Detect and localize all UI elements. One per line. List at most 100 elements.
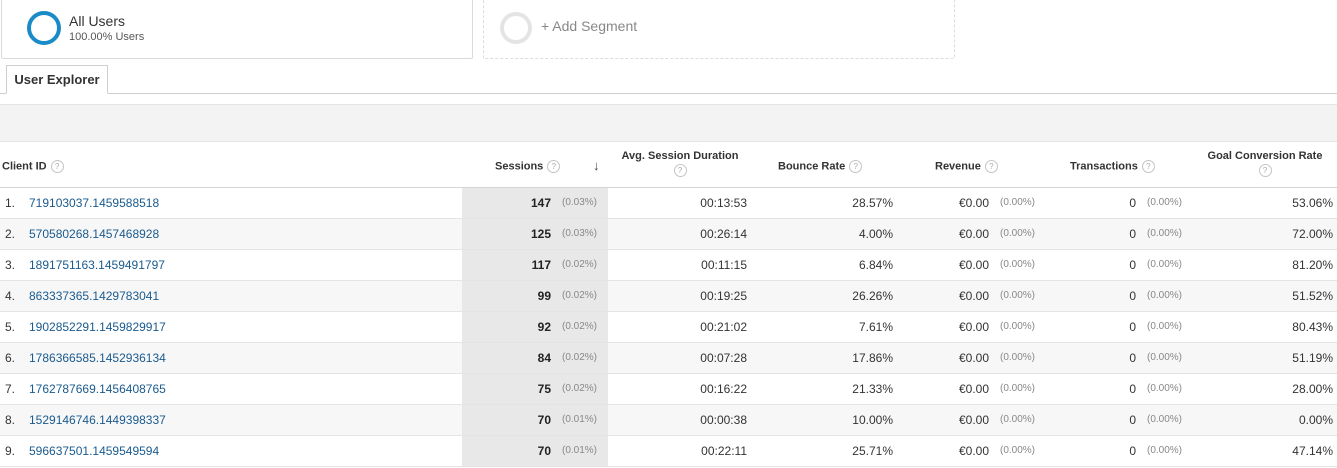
bounce-value: 28.57%: [852, 196, 893, 210]
segment-all-users[interactable]: All Users 100.00% Users: [1, 0, 473, 59]
revenue-percent: (0.00%): [1000, 197, 1036, 208]
column-transactions[interactable]: Transactions?: [1070, 160, 1155, 173]
revenue-percent: (0.00%): [1000, 352, 1036, 363]
sessions-percent: (0.01%): [562, 445, 598, 456]
sessions-percent: (0.02%): [562, 383, 598, 394]
transactions-value: 0: [1129, 413, 1136, 427]
bounce-value: 7.61%: [858, 320, 893, 334]
sessions-highlight: [462, 343, 608, 373]
client-id-link[interactable]: 596637501.1459549594: [29, 444, 160, 458]
row-number: 5.: [5, 320, 16, 334]
transactions-percent: (0.00%): [1147, 259, 1183, 270]
client-id-link[interactable]: 719103037.1459588518: [29, 196, 160, 210]
sessions-value: 117: [531, 258, 551, 272]
transactions-value: 0: [1129, 444, 1136, 458]
bounce-value: 25.71%: [852, 444, 893, 458]
table-row: 6. 1786366585.1452936134 84 (0.02%) 00:0…: [0, 343, 1337, 374]
sessions-highlight: [462, 188, 608, 218]
column-client-id[interactable]: Client ID?: [2, 160, 64, 173]
sessions-highlight: [462, 219, 608, 249]
sessions-percent: (0.03%): [562, 197, 598, 208]
add-segment-button[interactable]: + Add Segment: [483, 0, 955, 59]
transactions-value: 0: [1129, 382, 1136, 396]
revenue-percent: (0.00%): [1000, 228, 1036, 239]
table-row: 1. 719103037.1459588518 147 (0.03%) 00:1…: [0, 188, 1337, 219]
table-header: Client ID? Sessions? ↓ Avg. Session Dura…: [0, 142, 1337, 188]
sort-descending-icon[interactable]: ↓: [593, 158, 600, 173]
row-number: 3.: [5, 258, 16, 272]
column-gcr-label: Goal Conversion Rate: [1207, 150, 1323, 162]
help-icon[interactable]: ?: [849, 160, 863, 173]
table-row: 7. 1762787669.1456408765 75 (0.02%) 00:1…: [0, 374, 1337, 405]
gcr-value: 28.00%: [1292, 382, 1333, 396]
column-avg-session-duration[interactable]: Avg. Session Duration ?: [620, 150, 740, 177]
revenue-value: €0.00: [958, 320, 989, 334]
column-revenue[interactable]: Revenue?: [935, 160, 998, 173]
sessions-value: 70: [537, 444, 551, 458]
sessions-value: 75: [537, 382, 551, 396]
bounce-value: 6.84%: [858, 258, 893, 272]
revenue-value: €0.00: [958, 413, 989, 427]
help-icon[interactable]: ?: [50, 160, 64, 173]
client-id-link[interactable]: 1529146746.1449398337: [29, 413, 166, 427]
gcr-value: 53.06%: [1292, 196, 1333, 210]
column-bounce-rate[interactable]: Bounce Rate?: [778, 160, 863, 173]
duration-value: 00:16:22: [700, 382, 747, 396]
revenue-percent: (0.00%): [1000, 259, 1036, 270]
transactions-percent: (0.00%): [1147, 414, 1183, 425]
column-goal-conversion-rate[interactable]: Goal Conversion Rate ?: [1202, 150, 1328, 177]
revenue-value: €0.00: [958, 258, 989, 272]
table-body: 1. 719103037.1459588518 147 (0.03%) 00:1…: [0, 188, 1337, 467]
gcr-value: 51.52%: [1292, 289, 1333, 303]
revenue-value: €0.00: [958, 382, 989, 396]
duration-value: 00:19:25: [700, 289, 747, 303]
segment-subtitle: 100.00% Users: [69, 31, 145, 43]
bounce-value: 4.00%: [858, 227, 893, 241]
help-icon[interactable]: ?: [547, 160, 561, 173]
transactions-percent: (0.00%): [1147, 321, 1183, 332]
row-number: 1.: [5, 196, 16, 210]
tab-user-explorer[interactable]: User Explorer: [6, 65, 108, 94]
client-id-link[interactable]: 570580268.1457468928: [29, 227, 160, 241]
row-number: 9.: [5, 444, 16, 458]
help-icon[interactable]: ?: [1258, 164, 1272, 177]
help-icon[interactable]: ?: [984, 160, 998, 173]
sessions-percent: (0.02%): [562, 290, 598, 301]
client-id-link[interactable]: 863337365.1429783041: [29, 289, 160, 303]
revenue-percent: (0.00%): [1000, 414, 1036, 425]
transactions-percent: (0.00%): [1147, 383, 1183, 394]
help-icon[interactable]: ?: [1141, 160, 1155, 173]
sessions-percent: (0.01%): [562, 414, 598, 425]
column-transactions-label: Transactions: [1070, 160, 1138, 173]
row-number: 2.: [5, 227, 16, 241]
duration-value: 00:11:15: [701, 258, 747, 272]
client-id-link[interactable]: 1762787669.1456408765: [29, 382, 166, 396]
duration-value: 00:07:28: [700, 351, 747, 365]
transactions-percent: (0.00%): [1147, 197, 1183, 208]
transactions-percent: (0.00%): [1147, 445, 1183, 456]
client-id-link[interactable]: 1786366585.1452936134: [29, 351, 166, 365]
add-segment-label: + Add Segment: [541, 18, 638, 34]
transactions-percent: (0.00%): [1147, 228, 1183, 239]
segment-title: All Users: [69, 13, 126, 29]
revenue-percent: (0.00%): [1000, 445, 1036, 456]
revenue-percent: (0.00%): [1000, 290, 1036, 301]
duration-value: 00:21:02: [700, 320, 747, 334]
transactions-value: 0: [1129, 258, 1136, 272]
bounce-value: 10.00%: [852, 413, 893, 427]
toolbar-bar: [0, 104, 1337, 142]
row-number: 4.: [5, 289, 16, 303]
sessions-highlight: [462, 405, 608, 435]
tab-divider: [0, 93, 1337, 94]
column-sessions[interactable]: Sessions?: [495, 160, 561, 173]
sessions-value: 92: [537, 320, 551, 334]
transactions-value: 0: [1129, 289, 1136, 303]
sessions-percent: (0.02%): [562, 259, 598, 270]
client-id-link[interactable]: 1902852291.1459829917: [29, 320, 166, 334]
help-icon[interactable]: ?: [673, 164, 687, 177]
client-id-link[interactable]: 1891751163.1459491797: [29, 258, 165, 272]
column-bounce-rate-label: Bounce Rate: [778, 160, 846, 173]
table-row: 5. 1902852291.1459829917 92 (0.02%) 00:2…: [0, 312, 1337, 343]
duration-value: 00:26:14: [700, 227, 747, 241]
sessions-highlight: [462, 281, 608, 311]
